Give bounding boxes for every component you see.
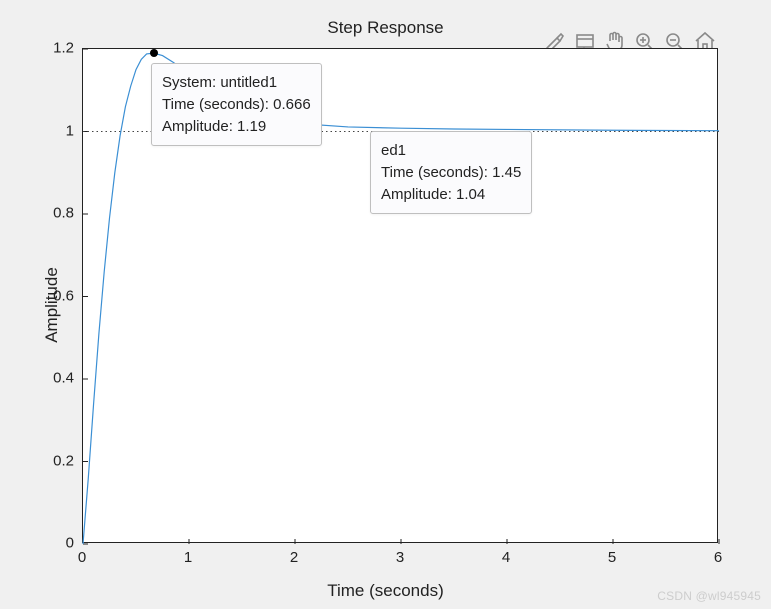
tooltip-time: Time (seconds): 0.666 xyxy=(162,94,311,116)
peak-marker[interactable] xyxy=(150,49,158,57)
y-tick-label: 0 xyxy=(34,535,74,552)
tooltip-amplitude: Amplitude: 1.19 xyxy=(162,116,311,138)
data-tooltip-2[interactable]: ed1 Time (seconds): 1.45 Amplitude: 1.04 xyxy=(370,131,532,214)
tooltip-system: System: untitled1 xyxy=(162,72,311,94)
figure-window: Step Response ed1 Time (seconds): xyxy=(0,0,771,609)
y-tick-label: 0.8 xyxy=(34,205,74,222)
y-tick-label: 0.4 xyxy=(34,370,74,387)
x-tick-label: 1 xyxy=(184,549,192,566)
x-tick-label: 0 xyxy=(78,549,86,566)
x-axis-label: Time (seconds) xyxy=(0,581,771,601)
x-tick-label: 4 xyxy=(502,549,510,566)
x-tick-label: 5 xyxy=(608,549,616,566)
y-tick-label: 0.6 xyxy=(34,287,74,304)
x-tick-label: 2 xyxy=(290,549,298,566)
y-axis-label: Amplitude xyxy=(42,267,62,343)
x-tick-label: 6 xyxy=(714,549,722,566)
tooltip-system-tail: ed1 xyxy=(381,140,521,162)
y-tick-label: 1 xyxy=(34,122,74,139)
data-tooltip-1[interactable]: System: untitled1 Time (seconds): 0.666 … xyxy=(151,63,322,146)
x-tick-label: 3 xyxy=(396,549,404,566)
y-tick-label: 0.2 xyxy=(34,452,74,469)
tooltip-time: Time (seconds): 1.45 xyxy=(381,162,521,184)
tooltip-amplitude: Amplitude: 1.04 xyxy=(381,184,521,206)
y-tick-label: 1.2 xyxy=(34,40,74,57)
watermark-text: CSDN @wl945945 xyxy=(657,589,761,603)
